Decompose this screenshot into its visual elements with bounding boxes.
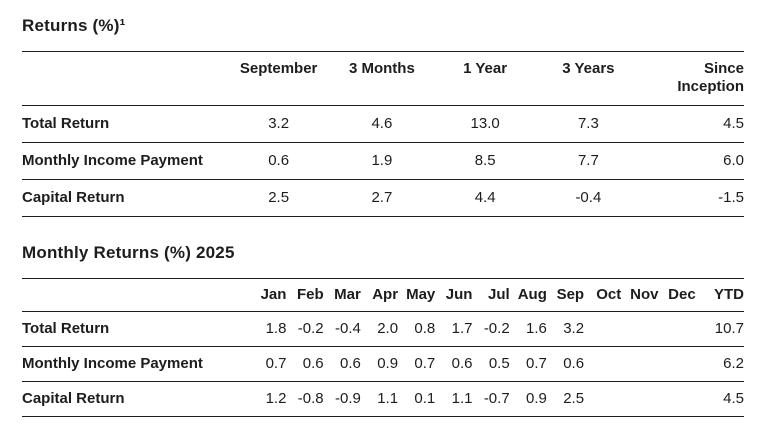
cell: 0.6 [227, 142, 331, 180]
monthly-header-row: Jan Feb Mar Apr May Jun Jul Aug Sep Oct … [22, 278, 744, 312]
column-header-feb: Feb [286, 278, 324, 312]
cell: 0.7 [249, 346, 287, 382]
table-row: Capital Return 1.2 -0.8 -0.9 1.1 0.1 1.1… [22, 381, 744, 417]
cell [658, 311, 696, 347]
cell: 2.7 [330, 179, 434, 217]
cell: 1.7 [435, 311, 473, 347]
column-header-aug: Aug [509, 278, 547, 312]
column-header-sep: Sep [546, 278, 585, 312]
row-label: Monthly Income Payment [22, 346, 250, 382]
cell: 1.8 [249, 311, 287, 347]
cell: 3.2 [227, 105, 331, 143]
cell: 0.6 [546, 346, 585, 382]
table-row: Monthly Income Payment 0.7 0.6 0.6 0.9 0… [22, 346, 744, 382]
monthly-returns-table: Jan Feb Mar Apr May Jun Jul Aug Sep Oct … [22, 278, 744, 417]
cell: 0.7 [398, 346, 436, 382]
cell: 3.2 [546, 311, 585, 347]
cell [658, 346, 696, 382]
table-row: Total Return 1.8 -0.2 -0.4 2.0 0.8 1.7 -… [22, 311, 744, 347]
cell: 1.1 [360, 381, 399, 417]
empty-header [22, 51, 227, 106]
cell: 2.5 [546, 381, 585, 417]
column-header-may: May [398, 278, 436, 312]
column-header-since-inception: Since Inception [640, 51, 744, 106]
cell: -1.5 [640, 179, 744, 217]
row-label: Monthly Income Payment [22, 142, 227, 180]
cell: -0.2 [472, 311, 510, 347]
cell [584, 311, 622, 347]
cell: 0.8 [398, 311, 436, 347]
cell: 1.2 [249, 381, 287, 417]
column-header-ytd: YTD [695, 278, 744, 312]
cell: -0.9 [323, 381, 361, 417]
cell: 0.6 [435, 346, 473, 382]
cell: 4.4 [433, 179, 537, 217]
cell: 2.5 [227, 179, 331, 217]
column-header-3-years: 3 Years [536, 51, 640, 106]
column-header-apr: Apr [360, 278, 399, 312]
column-header-1-year: 1 Year [433, 51, 537, 106]
table-row: Total Return 3.2 4.6 13.0 7.3 4.5 [22, 105, 744, 143]
returns-header-row: September 3 Months 1 Year 3 Years Since … [22, 51, 744, 106]
column-header-september: September [227, 51, 331, 106]
empty-header [22, 278, 250, 312]
cell: 10.7 [695, 311, 744, 347]
table-row: Monthly Income Payment 0.6 1.9 8.5 7.7 6… [22, 142, 744, 180]
cell: 0.6 [286, 346, 324, 382]
cell: -0.8 [286, 381, 324, 417]
cell [584, 346, 622, 382]
column-header-nov: Nov [621, 278, 659, 312]
fact-sheet-page: Returns (%)¹ September 3 Months 1 Year 3… [22, 16, 744, 417]
cell: 0.9 [509, 381, 547, 417]
cell: 0.9 [360, 346, 399, 382]
row-label: Total Return [22, 105, 227, 143]
column-header-oct: Oct [584, 278, 622, 312]
column-header-jan: Jan [249, 278, 287, 312]
cell [621, 311, 659, 347]
cell: 13.0 [433, 105, 537, 143]
cell: 1.9 [330, 142, 434, 180]
cell: 0.7 [509, 346, 547, 382]
cell: 4.6 [330, 105, 434, 143]
cell: 4.5 [695, 381, 744, 417]
cell: -0.2 [286, 311, 324, 347]
column-header-jun: Jun [435, 278, 473, 312]
cell: 0.5 [472, 346, 510, 382]
cell [584, 381, 622, 417]
table-row: Capital Return 2.5 2.7 4.4 -0.4 -1.5 [22, 179, 744, 217]
column-header-dec: Dec [658, 278, 696, 312]
cell: 8.5 [433, 142, 537, 180]
returns-table: September 3 Months 1 Year 3 Years Since … [22, 51, 744, 217]
cell: 6.2 [695, 346, 744, 382]
row-label: Capital Return [22, 179, 227, 217]
cell [621, 381, 659, 417]
column-header-mar: Mar [323, 278, 361, 312]
cell: 1.6 [509, 311, 547, 347]
column-header-jul: Jul [472, 278, 510, 312]
cell: 6.0 [640, 142, 744, 180]
returns-title: Returns (%)¹ [22, 16, 126, 35]
cell: -0.4 [536, 179, 640, 217]
cell: 1.1 [435, 381, 473, 417]
cell: 2.0 [360, 311, 399, 347]
cell: -0.4 [323, 311, 361, 347]
cell: 7.7 [536, 142, 640, 180]
row-label: Capital Return [22, 381, 250, 417]
cell [658, 381, 696, 417]
cell [621, 346, 659, 382]
cell: 7.3 [536, 105, 640, 143]
column-header-3-months: 3 Months [330, 51, 434, 106]
cell: -0.7 [472, 381, 510, 417]
cell: 0.6 [323, 346, 361, 382]
cell: 4.5 [640, 105, 744, 143]
monthly-returns-title: Monthly Returns (%) 2025 [22, 243, 235, 262]
row-label: Total Return [22, 311, 250, 347]
cell: 0.1 [398, 381, 436, 417]
